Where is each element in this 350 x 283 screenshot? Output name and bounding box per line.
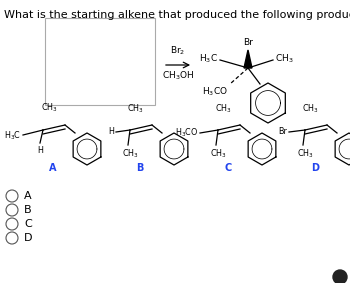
Text: What is the starting alkene that produced the following product?: What is the starting alkene that produce… [4, 10, 350, 20]
Text: H: H [37, 146, 43, 155]
Text: A: A [24, 191, 32, 201]
Text: H$_3$CO: H$_3$CO [175, 127, 198, 139]
Text: C: C [24, 219, 32, 229]
Text: Br: Br [278, 128, 287, 136]
Text: H: H [108, 128, 114, 136]
Text: A: A [49, 163, 57, 173]
Text: D: D [311, 163, 319, 173]
Text: C: C [224, 163, 232, 173]
Text: H$_3$C: H$_3$C [199, 53, 218, 65]
Circle shape [333, 270, 347, 283]
Text: CH$_3$: CH$_3$ [215, 102, 231, 115]
Text: H$_3$CO: H$_3$CO [202, 86, 228, 98]
Text: D: D [24, 233, 33, 243]
Text: CH$_3$: CH$_3$ [41, 102, 57, 114]
Text: CH$_3$: CH$_3$ [127, 102, 144, 115]
Text: CH$_3$OH: CH$_3$OH [162, 70, 194, 83]
Text: Br$_2$: Br$_2$ [170, 44, 186, 57]
Text: CH$_3$: CH$_3$ [210, 148, 226, 160]
Text: B: B [136, 163, 144, 173]
Text: CH$_3$: CH$_3$ [275, 53, 294, 65]
Text: B: B [24, 205, 32, 215]
Text: CH$_3$: CH$_3$ [121, 148, 138, 160]
Text: Br: Br [243, 38, 253, 47]
Text: CH$_3$: CH$_3$ [302, 102, 318, 115]
Bar [45, 18, 155, 105]
Polygon shape [244, 50, 252, 68]
Text: H$_3$C: H$_3$C [4, 130, 21, 142]
Text: CH$_3$: CH$_3$ [296, 148, 313, 160]
